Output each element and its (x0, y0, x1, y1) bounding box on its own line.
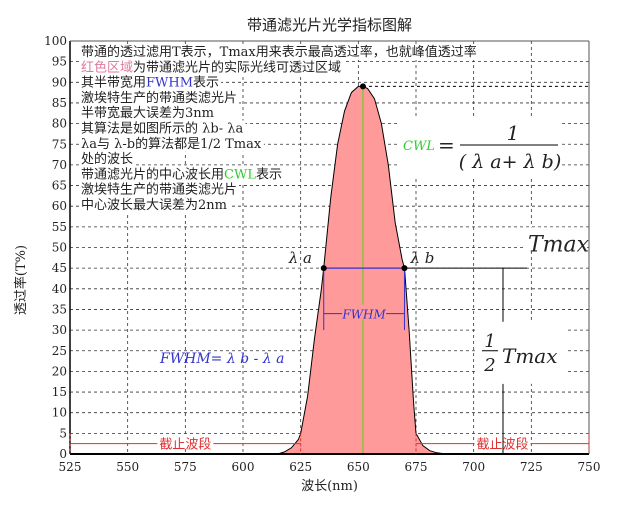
note-line: 中心波长最大误差为2nm (81, 198, 227, 213)
half-denominator: 2 (483, 355, 495, 376)
y-tick-label: 95 (52, 55, 67, 69)
tmax-label: Tmax (528, 233, 590, 258)
note-line: 其半带宽用FWHM表示 (81, 75, 219, 91)
note-text: 为带通滤光片的实际光线可透过区域 (133, 59, 341, 75)
half-tmax-bg (478, 321, 568, 384)
y-tick-label: 5 (59, 426, 67, 440)
cwl-formula-bg (400, 118, 560, 176)
x-axis-label: 波长(nm) (301, 479, 358, 494)
x-tick-label: 675 (405, 460, 428, 474)
cwl-denominator: ( λ a+ λ b) (459, 151, 561, 173)
lambda-a-point (320, 265, 327, 272)
note-bg (79, 181, 240, 198)
y-tick-label: 45 (52, 261, 67, 275)
x-tick-label: 725 (520, 460, 543, 474)
fwhm-formula: FWHM= λ b - λ a (159, 351, 284, 367)
note-bg (79, 151, 136, 168)
y-tick-label: 75 (52, 137, 67, 151)
note-line: 激埃特生产的带通类滤光片 (81, 90, 237, 106)
note-text: 表示 (256, 167, 282, 182)
y-tick-label: 10 (52, 406, 67, 420)
y-tick-label: 60 (52, 199, 67, 213)
note-bg (79, 166, 284, 183)
y-tick-label: 0 (59, 447, 67, 461)
cwl-label: CWL (403, 139, 435, 154)
note-line: 半带宽最大误差为3nm (81, 105, 214, 121)
note-text: 中心波长最大误差为2nm (81, 198, 227, 213)
fwhm-label: FWHM (341, 308, 386, 322)
x-tick-label: 575 (174, 460, 197, 474)
note-text: 表示 (193, 76, 219, 91)
note-line: 激埃特生产的带通类滤光片 (81, 182, 237, 198)
cwl-numerator: 1 (507, 121, 520, 145)
note-text: 激埃特生产的带通类滤光片 (81, 90, 237, 106)
note-line: 带通滤光片的中心波长用CWL表示 (81, 166, 282, 182)
lambda-b-label: λ b (409, 249, 434, 267)
y-tick-label: 90 (52, 75, 67, 89)
y-tick-label: 65 (52, 179, 67, 193)
note-text: 其算法是如图所示的 λb- λa (81, 121, 243, 137)
lambda-a-label: λ a (288, 249, 312, 267)
note-bg (79, 59, 344, 76)
note-line: 带通的透过滤用T表示，Tmax用来表示最高透过率，也就峰值透过率 (81, 44, 477, 60)
x-tick-label: 650 (347, 460, 370, 474)
note-text: 半带宽最大误差为3nm (81, 105, 214, 121)
note-text: λa与 λ-b的算法都是1/2 Tmax (81, 136, 262, 152)
y-tick-label: 80 (52, 117, 67, 131)
tmax-bg (525, 227, 587, 252)
note-text: 带通的透过滤用T表示，Tmax用来表示最高透过率，也就峰值透过率 (81, 44, 477, 60)
note-bg (79, 74, 222, 91)
y-tick-label: 85 (52, 96, 67, 110)
note-bg (79, 198, 229, 213)
y-tick-label: 35 (52, 302, 67, 316)
note-text: CWL (224, 167, 256, 182)
x-tick-label: 600 (232, 460, 255, 474)
y-tick-label: 55 (52, 220, 67, 234)
note-text: 红色区域 (81, 59, 133, 75)
x-tick-label: 750 (578, 460, 601, 474)
x-tick-label: 525 (59, 460, 82, 474)
fwhm-label-bg (342, 304, 387, 320)
cutoff-label: 截止波段 (159, 438, 211, 453)
note-line: 红色区域为带通滤光片的实际光线可透过区域 (81, 59, 341, 75)
y-tick-label: 70 (52, 158, 67, 172)
note-text: 带通滤光片的中心波长用 (81, 166, 224, 182)
y-tick-label: 30 (52, 323, 67, 337)
x-tick-label: 700 (462, 460, 485, 474)
note-text: 激埃特生产的带通类滤光片 (81, 182, 237, 198)
note-line: 其算法是如图所示的 λb- λa (81, 121, 243, 137)
note-bg (79, 89, 240, 106)
note-bg (79, 105, 216, 122)
cutoff-label-bg (157, 434, 214, 449)
peak-point (359, 83, 366, 90)
y-tick-label: 50 (52, 241, 67, 255)
half-tmax-label: Tmax (502, 344, 558, 368)
x-tick-label: 625 (289, 460, 312, 474)
x-tick-label: 550 (116, 460, 139, 474)
note-text: 其半带宽用 (81, 75, 146, 91)
y-tick-label: 100 (44, 34, 67, 48)
note-bg (79, 120, 246, 137)
y-tick-label: 20 (52, 364, 67, 378)
note-text: FWHM (146, 76, 193, 91)
y-tick-label: 40 (52, 282, 67, 296)
y-axis-label: 透过率(T%) (13, 245, 29, 315)
cwl-equals: = (438, 133, 455, 157)
note-bg (79, 44, 479, 60)
chart-title: 带通滤光片光学指标图解 (247, 16, 412, 34)
half-numerator: 1 (484, 331, 495, 352)
y-tick-label: 25 (52, 344, 67, 358)
note-bg (79, 135, 264, 152)
note-line: 处的波长 (81, 151, 133, 167)
y-tick-label: 15 (52, 385, 67, 399)
note-line: λa与 λ-b的算法都是1/2 Tmax (81, 136, 262, 152)
note-text: 处的波长 (81, 151, 133, 167)
